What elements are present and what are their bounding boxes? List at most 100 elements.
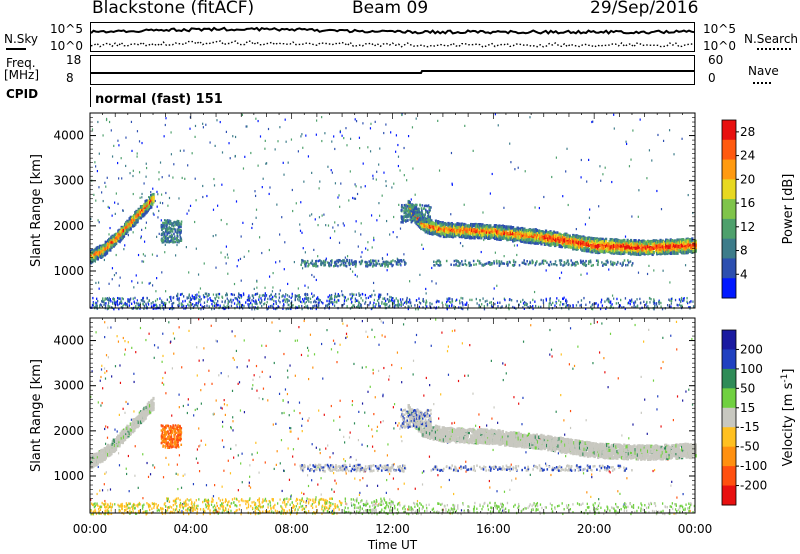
echo-pixel [158,232,160,235]
echo-pixel [590,264,593,267]
echo-pixel [592,246,595,250]
echo-pixel [414,304,416,307]
echo-pixel [503,255,505,258]
echo-pixel [301,304,303,308]
echo-pixel [150,305,153,308]
echo-pixel [614,242,617,246]
echo-pixel [692,305,695,308]
echo-pixel [94,161,96,164]
echo-pixel [418,305,421,309]
echo-pixel [496,284,498,287]
echo-pixel [138,216,141,220]
echo-pixel [692,248,695,253]
echo-pixel [494,251,496,254]
echo-pixel [428,225,431,229]
echo-pixel [465,224,468,229]
echo-pixel [108,237,111,242]
echo-pixel [202,294,205,297]
echo-pixel [626,242,629,246]
echo-pixel [211,304,214,308]
echo-pixel [650,247,653,251]
echo-pixel [168,174,170,177]
echo-pixel [386,269,388,272]
echo-pixel [117,229,120,233]
echo-pixel [653,307,655,311]
echo-pixel [451,303,453,306]
echo-pixel [424,221,427,225]
echo-pixel [523,233,526,237]
echo-pixel [162,303,165,306]
echo-pixel [632,243,635,247]
echo-pixel [603,262,605,266]
echo-pixel [243,293,245,297]
echo-pixel [608,240,611,244]
echo-pixel [189,296,192,300]
echo-pixel [91,248,94,253]
echo-pixel [165,219,167,222]
echo-pixel [668,245,671,249]
echo-pixel [373,289,375,292]
echo-pixel [147,205,151,209]
echo-pixel [109,248,112,252]
echo-pixel [176,243,178,247]
echo-pixel [443,232,447,236]
echo-pixel [142,213,145,218]
echo-pixel [532,304,534,308]
echo-pixel [331,300,333,304]
echo-pixel [523,300,526,304]
echo-pixel [384,302,386,305]
echo-pixel [218,292,221,296]
echo-pixel [127,227,130,232]
echo-pixel [648,149,651,152]
echo-pixel [330,295,333,298]
echo-pixel [305,296,307,299]
echo-pixel [330,260,332,263]
echo-pixel [639,251,642,255]
echo-pixel [268,248,270,252]
echo-pixel [541,230,544,235]
echo-pixel [148,299,150,302]
echo-pixel [613,297,615,300]
echo-pixel [296,295,298,298]
echo-pixel [302,298,304,301]
echo-pixel [408,300,410,304]
echo-pixel [162,239,165,242]
echo-pixel [103,303,105,307]
echo-pixel [351,295,354,298]
echo-pixel [643,245,646,249]
echo-pixel [115,271,117,275]
echo-pixel [322,261,325,264]
echo-pixel [356,275,358,278]
echo-pixel [631,298,633,301]
echo-pixel [145,210,148,214]
echo-pixel [176,235,179,238]
echo-pixel [208,292,210,296]
echo-pixel [169,230,171,234]
echo-pixel [114,201,116,204]
echo-pixel [125,220,128,225]
echo-pixel [126,223,129,227]
echo-pixel [436,299,438,303]
echo-pixel [312,295,314,298]
echo-pixel [659,243,662,248]
echo-pixel [406,298,408,302]
echo-pixel [92,302,95,305]
echo-pixel [536,241,540,245]
echo-pixel [219,304,221,307]
echo-pixel [566,234,569,239]
echo-pixel [558,299,560,302]
echo-pixel [577,241,580,246]
echo-pixel [337,264,339,268]
echo-pixel [485,262,488,265]
echo-pixel [620,249,624,254]
echo-pixel [494,235,498,239]
echo-pixel [500,227,503,231]
echo-pixel [122,231,126,236]
echo-pixel [250,301,252,305]
echo-pixel [114,301,116,304]
echo-pixel [145,204,148,208]
echo-pixel [384,263,387,266]
echo-pixel [393,305,395,308]
echo-pixel [459,242,462,245]
echo-pixel [169,222,172,225]
